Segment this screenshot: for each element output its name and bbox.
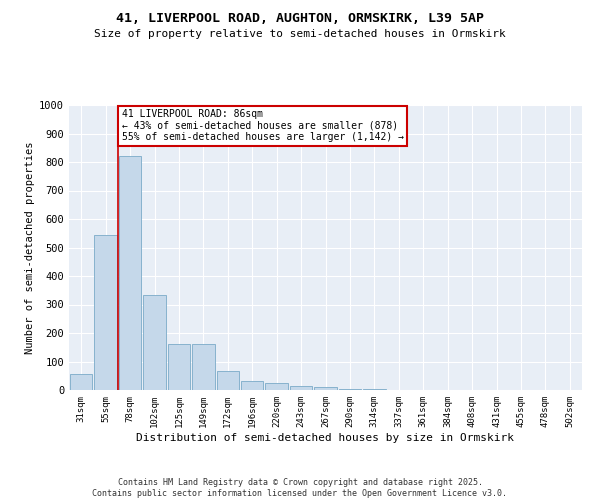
Bar bbox=[338, 388, 361, 390]
Text: Size of property relative to semi-detached houses in Ormskirk: Size of property relative to semi-detach… bbox=[94, 29, 506, 39]
Bar bbox=[143, 294, 166, 390]
Bar bbox=[265, 383, 288, 390]
Bar bbox=[217, 372, 239, 390]
Y-axis label: Number of semi-detached properties: Number of semi-detached properties bbox=[25, 141, 35, 354]
Bar bbox=[70, 374, 92, 390]
Bar bbox=[167, 344, 190, 390]
Bar bbox=[192, 344, 215, 390]
Text: 41, LIVERPOOL ROAD, AUGHTON, ORMSKIRK, L39 5AP: 41, LIVERPOOL ROAD, AUGHTON, ORMSKIRK, L… bbox=[116, 12, 484, 26]
Bar bbox=[94, 234, 117, 390]
Bar bbox=[290, 386, 313, 390]
Bar bbox=[314, 387, 337, 390]
X-axis label: Distribution of semi-detached houses by size in Ormskirk: Distribution of semi-detached houses by … bbox=[137, 432, 515, 442]
Bar bbox=[241, 382, 263, 390]
Text: Contains HM Land Registry data © Crown copyright and database right 2025.
Contai: Contains HM Land Registry data © Crown c… bbox=[92, 478, 508, 498]
Text: 41 LIVERPOOL ROAD: 86sqm
← 43% of semi-detached houses are smaller (878)
55% of : 41 LIVERPOOL ROAD: 86sqm ← 43% of semi-d… bbox=[122, 110, 404, 142]
Bar bbox=[363, 389, 386, 390]
Bar bbox=[119, 156, 142, 390]
